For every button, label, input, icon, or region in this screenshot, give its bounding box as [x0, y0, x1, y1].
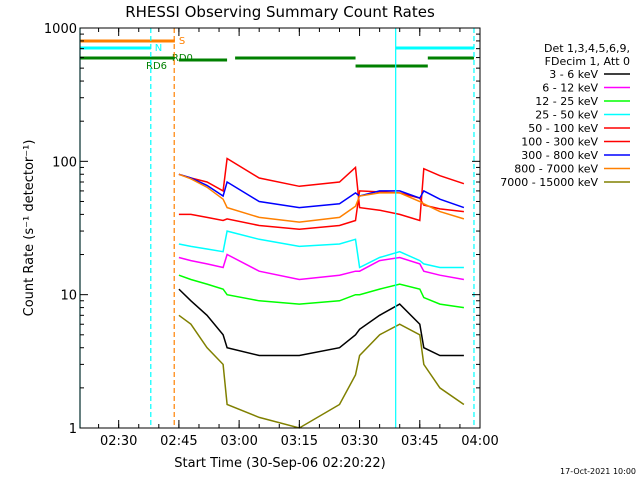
x-tick-label: 03:00 — [220, 434, 257, 449]
chart-title: RHESSI Observing Summary Count Rates — [125, 3, 435, 21]
series-line-3-6-kev — [178, 288, 464, 357]
x-tick-label: 02:45 — [160, 434, 197, 449]
x-tick-label: 03:15 — [281, 434, 318, 449]
state-bar-label-rd6: RD6 — [146, 61, 167, 72]
x-tick-label: 02:30 — [100, 434, 137, 449]
plot-frame — [79, 27, 481, 429]
y-tick-label: 1000 — [44, 22, 77, 37]
legend-entry-label: 7000 - 15000 keV — [500, 176, 598, 189]
legend-entry-label: 100 - 300 keV — [521, 136, 598, 149]
legend-entry-label: 800 - 7000 keV — [514, 163, 598, 176]
series-line-12-25-kev — [178, 274, 465, 309]
footer-date: 17-Oct-2021 10:00 — [560, 467, 636, 476]
legend-entry-label: 25 - 50 keV — [535, 109, 598, 122]
legend-entry-label: 300 - 800 keV — [521, 149, 598, 162]
state-bar-label-rd0: RD0 — [172, 53, 193, 64]
series-line-6-12-kev — [178, 253, 465, 281]
y-tick-label: 1 — [69, 422, 77, 437]
legend-header-line: FDecim 1, Att 0 — [545, 55, 630, 68]
state-bar-label-s: S — [179, 36, 185, 47]
state-bar-label-n: N — [155, 43, 162, 54]
series-line-800-7000-kev — [178, 173, 465, 223]
legend-entry-label: 6 - 12 keV — [542, 82, 598, 95]
series-line-100-300-kev — [178, 157, 465, 222]
state-bars-layer: S N RD6 RD0 — [80, 36, 474, 72]
series-line-300-800-kev — [178, 173, 465, 209]
legend-entry-label: 3 - 6 keV — [549, 68, 598, 81]
series-layer — [178, 157, 465, 429]
series-line-25-50-kev — [178, 230, 464, 269]
x-axis-label: Start Time (30-Sep-06 02:20:22) — [174, 456, 385, 471]
x-tick-label: 04:00 — [461, 434, 498, 449]
x-tick-label: 03:30 — [341, 434, 378, 449]
y-axis-label: Count Rate (s⁻¹ detector⁻¹) — [22, 140, 37, 317]
y-tick-label: 100 — [52, 155, 77, 170]
legend-entry-label: 12 - 25 keV — [535, 95, 598, 108]
legend: Det 1,3,4,5,6,9,FDecim 1, Att 03 - 6 keV… — [500, 42, 630, 189]
series-line-7000-15000-kev — [178, 314, 465, 429]
vertical-markers-layer — [79, 28, 475, 428]
axes-layer: 1 10 100 1000 02:30 02:45 03:00 03:15 03:30 03:45… — [44, 22, 499, 449]
x-tick-label: 03:45 — [401, 434, 438, 449]
legend-entry-label: 50 - 100 keV — [528, 122, 598, 135]
legend-header-line: Det 1,3,4,5,6,9, — [544, 42, 630, 55]
y-tick-label: 10 — [60, 289, 77, 304]
